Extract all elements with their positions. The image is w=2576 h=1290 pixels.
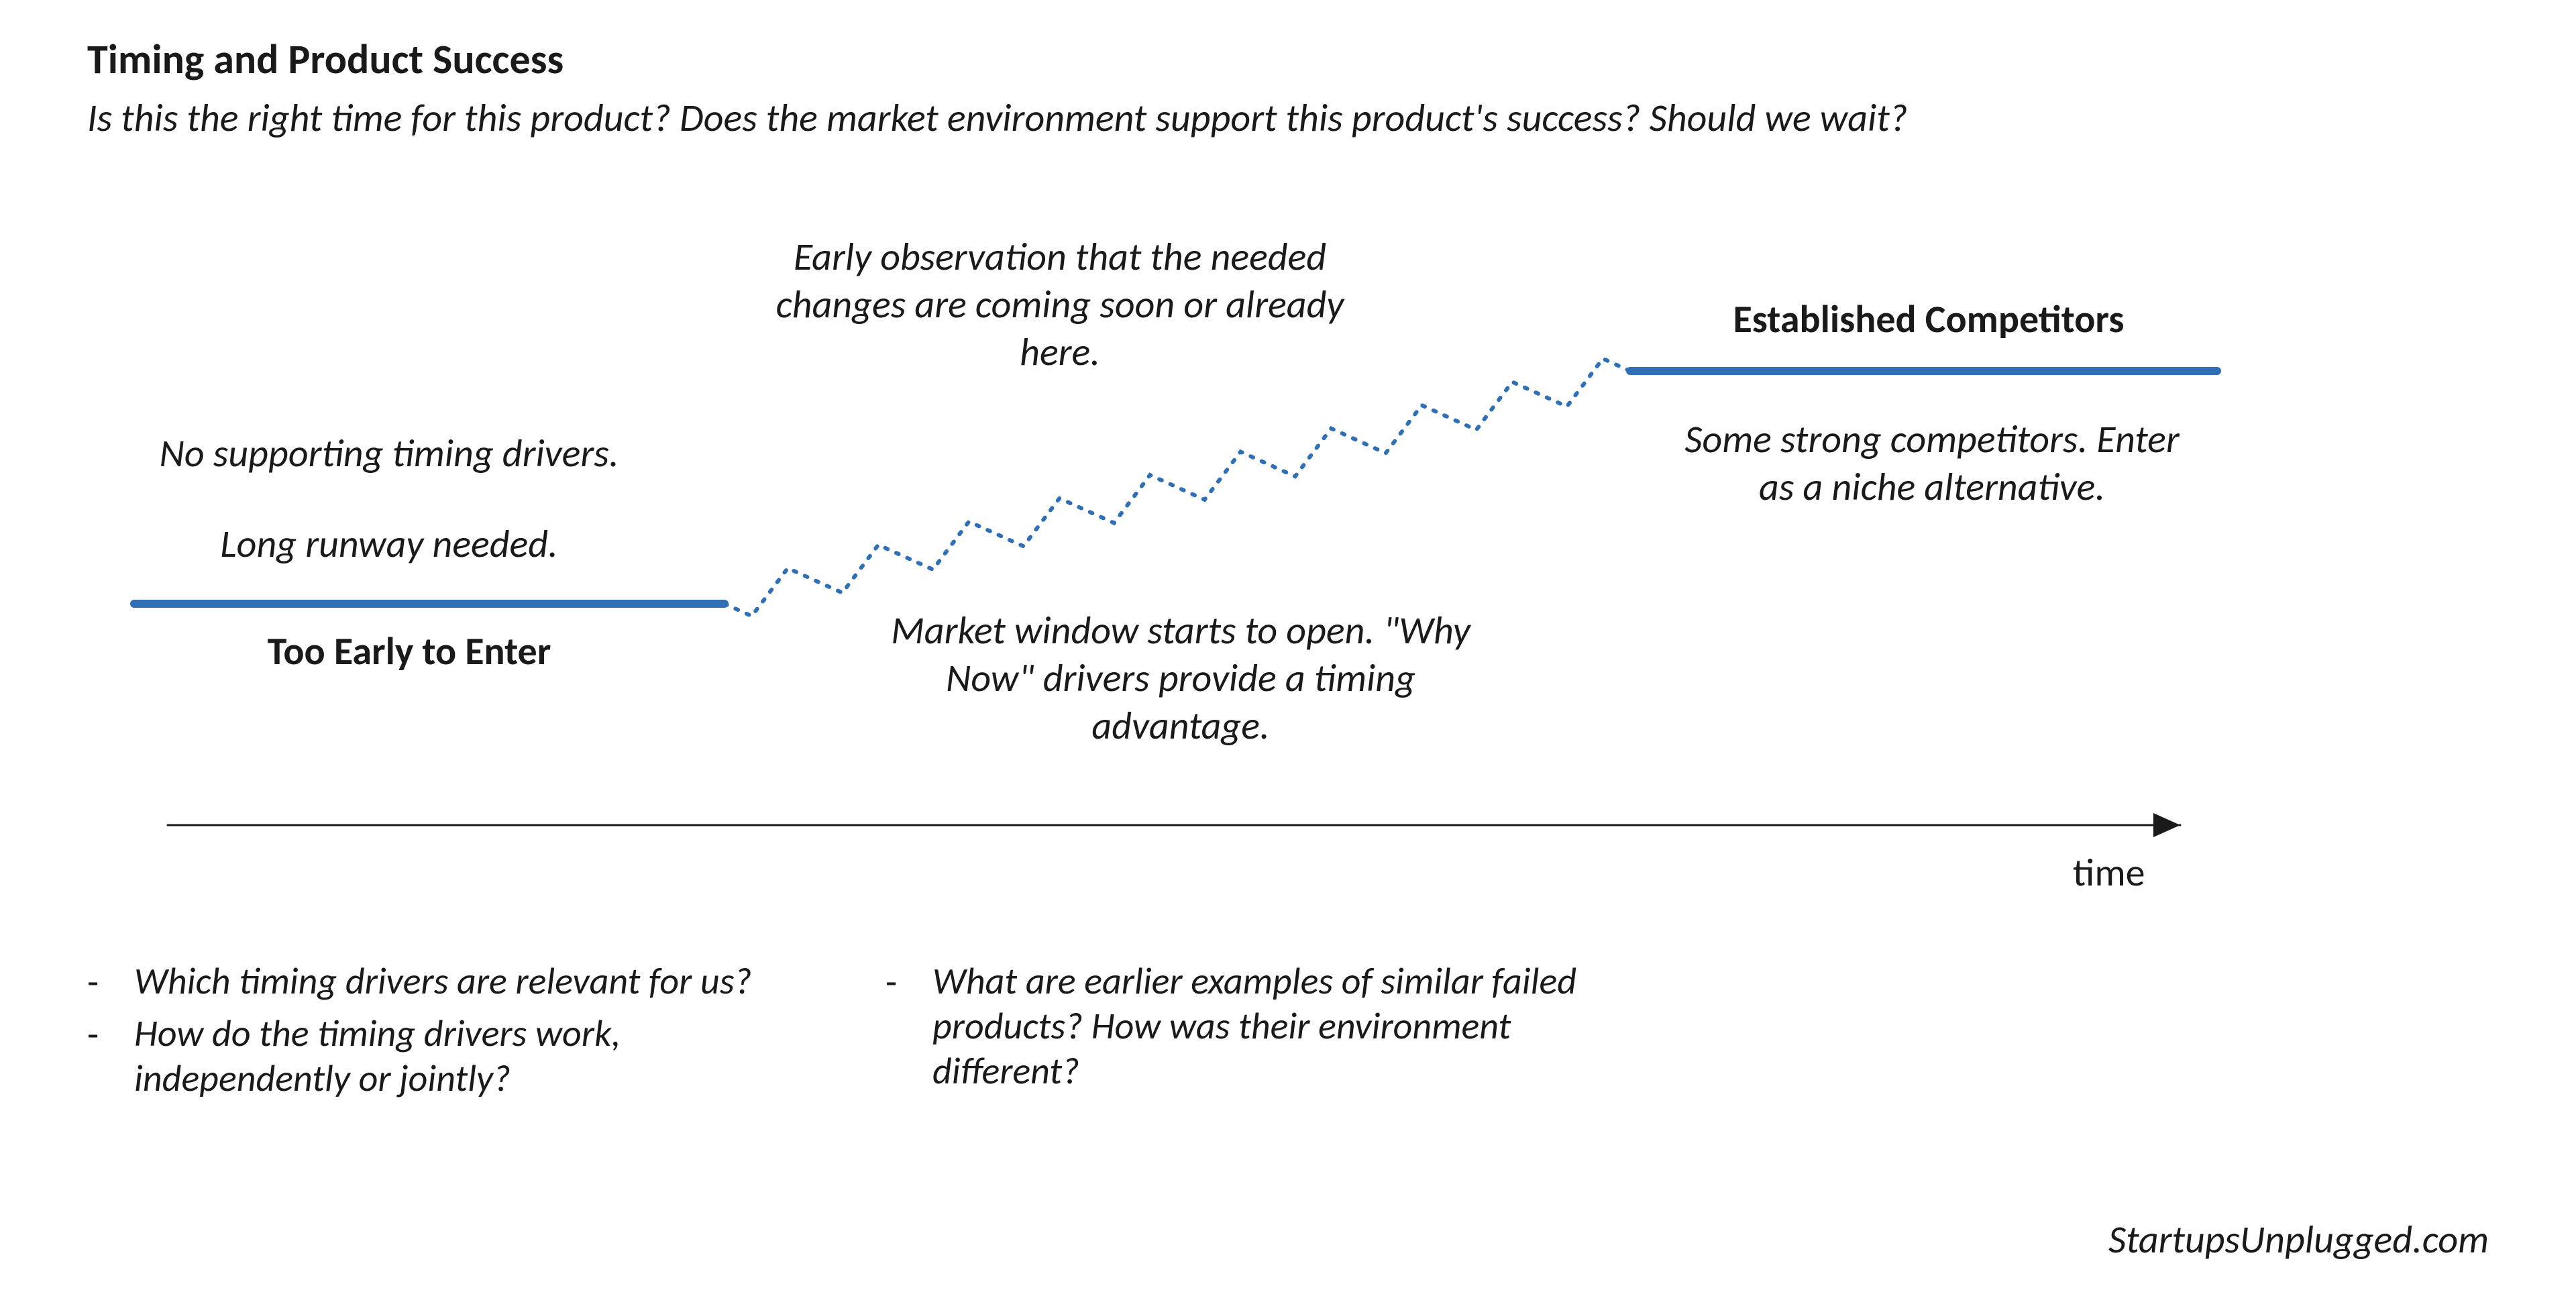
established-label: Established Competitors <box>1610 295 2247 343</box>
page-title: Timing and Product Success <box>87 34 564 85</box>
middle-text-below: Market window starts to open. "Why Now" … <box>859 607 1503 749</box>
diagram-canvas: Timing and Product Success Is this the ri… <box>0 0 2576 1290</box>
q-col1-item-0: Which timing drivers are relevant for us… <box>134 959 839 1004</box>
q-col1-dash-0: - <box>87 959 99 1005</box>
q-col1-item-1: How do the timing drivers work, independ… <box>134 1012 839 1101</box>
footer-attribution: StartupsUnplugged.com <box>2108 1216 2489 1263</box>
wavy-dotted-line <box>724 359 1630 616</box>
page-subtitle: Is this the right time for this product?… <box>87 94 2536 142</box>
middle-text-above: Early observation that the needed change… <box>738 233 1382 376</box>
too-early-label: Too Early to Enter <box>107 627 711 675</box>
axis-label: time <box>2073 849 2145 896</box>
q-col2-item-0: What are earlier examples of similar fai… <box>932 959 1576 1095</box>
too-early-text-1: No supporting timing drivers. <box>87 429 691 477</box>
time-axis-arrow <box>2153 813 2180 837</box>
too-early-text-2: Long runway needed. <box>87 520 691 568</box>
q-col2-dash-0: - <box>885 959 897 1005</box>
established-body: Some strong competitors. Enter as a nich… <box>1677 416 2187 511</box>
q-col1-dash-1: - <box>87 1012 99 1057</box>
